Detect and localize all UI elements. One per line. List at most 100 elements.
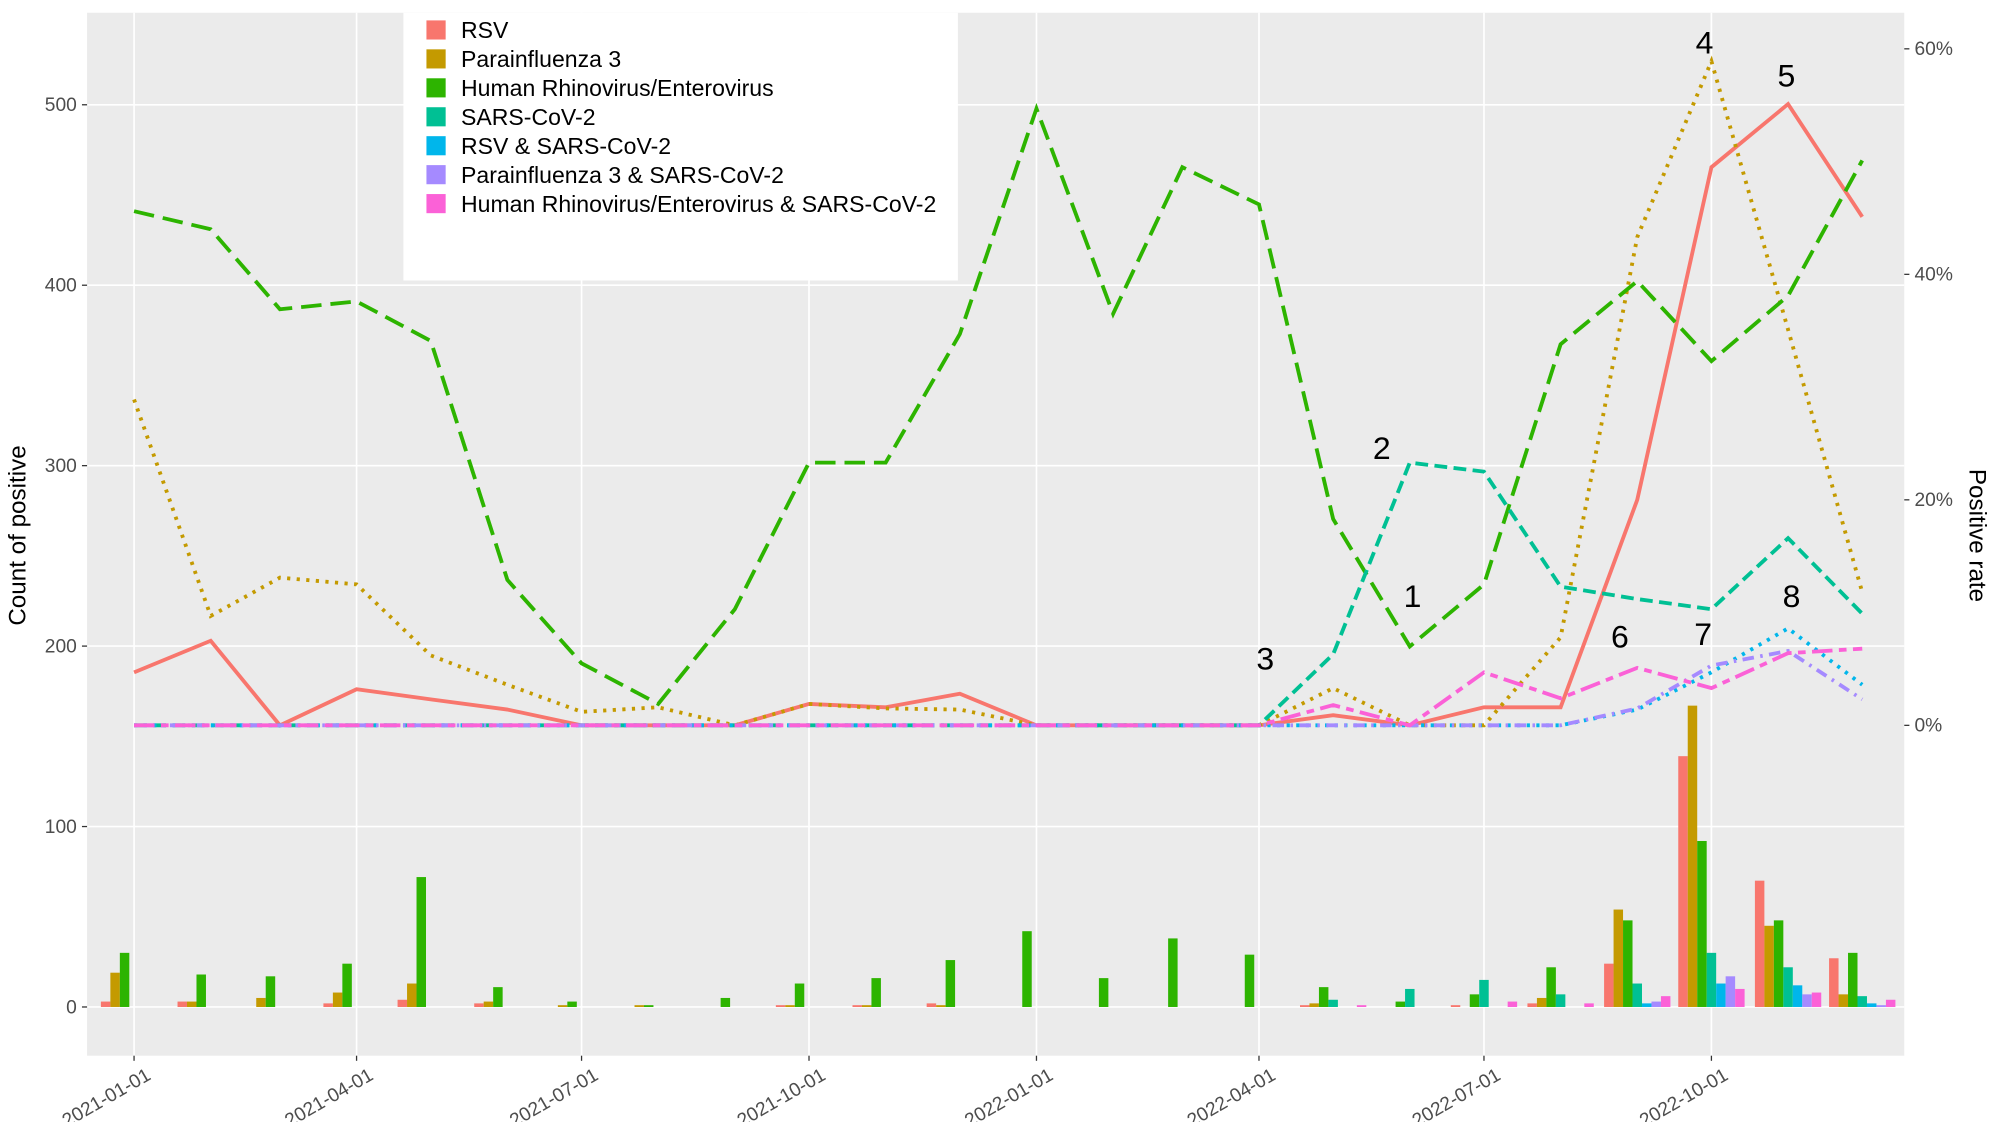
bar: [342, 963, 352, 1007]
bar: [1469, 994, 1480, 1007]
bar: [265, 976, 276, 1007]
bar: [861, 1005, 872, 1007]
bar: [119, 952, 130, 1007]
x-tick-label: 2021-01-01: [59, 1065, 155, 1122]
legend-label: Human Rhinovirus/Enterovirus & SARS-CoV-…: [461, 191, 936, 217]
x-tick-label: 2021-07-01: [506, 1065, 602, 1122]
bar: [1885, 999, 1896, 1007]
rate-line: [134, 460, 1864, 728]
bar: [720, 997, 731, 1007]
y2-tick-label: 60%: [1915, 39, 1953, 60]
bar: [1764, 925, 1774, 1007]
annotation: 8: [1783, 578, 1801, 614]
bar: [1857, 996, 1867, 1007]
bar: [1716, 983, 1726, 1007]
bar: [1299, 1005, 1310, 1007]
bar: [1802, 994, 1812, 1007]
legend-key: [426, 107, 446, 127]
bar: [936, 1005, 946, 1007]
bar: [1546, 967, 1556, 1007]
bar: [1687, 705, 1698, 1007]
bar: [1792, 985, 1803, 1007]
bar: [1641, 1003, 1652, 1007]
bar: [1829, 958, 1839, 1007]
bar: [1527, 1003, 1537, 1007]
y-tick-label: 0: [66, 997, 77, 1018]
bar: [1678, 756, 1688, 1007]
x-tick-label: 2022-10-01: [1636, 1065, 1732, 1122]
annotation: 7: [1694, 616, 1712, 652]
legend-box: [403, 12, 958, 281]
legend-key: [426, 49, 446, 69]
bar: [100, 1001, 111, 1007]
bar: [1725, 976, 1736, 1007]
bar: [196, 974, 206, 1007]
legend-label: RSV: [461, 17, 509, 43]
bar: [1876, 1005, 1886, 1007]
bar: [332, 992, 343, 1007]
bar: [110, 972, 120, 1007]
bar: [416, 877, 427, 1007]
bar: [1604, 963, 1614, 1007]
bar: [1309, 1003, 1319, 1007]
bar: [1848, 952, 1858, 1007]
y-tick-label: 300: [45, 456, 77, 477]
bar: [177, 1001, 188, 1007]
bar: [1613, 909, 1624, 1007]
annotation: 6: [1611, 619, 1629, 655]
y2-tick-label: 0%: [1915, 716, 1943, 737]
bar: [1318, 987, 1329, 1007]
y-tick-label: 400: [45, 276, 77, 297]
legend-key: [426, 136, 446, 156]
legend-label: RSV & SARS-CoV-2: [461, 133, 671, 159]
x-tick-label: 2022-04-01: [1184, 1065, 1280, 1122]
bar: [1706, 952, 1717, 1007]
bar: [567, 1001, 577, 1007]
bars: [100, 705, 1896, 1007]
bar: [1584, 1003, 1594, 1007]
bar: [1168, 938, 1178, 1007]
bar: [1773, 920, 1784, 1007]
annotations: 1 2 3 4 5 6 7 8: [1256, 25, 1800, 677]
annotation: 4: [1696, 25, 1714, 61]
bar: [1783, 967, 1793, 1007]
x-tick-label: 2021-04-01: [281, 1065, 377, 1122]
x-tick-label: 2022-07-01: [1409, 1065, 1505, 1122]
bar: [1536, 997, 1547, 1007]
bar: [493, 987, 503, 1007]
bar: [1651, 1001, 1661, 1007]
bar: [256, 997, 266, 1007]
grid: [87, 12, 1905, 1056]
bar: [1507, 1001, 1518, 1007]
bar: [926, 1003, 937, 1007]
legend-label: Human Rhinovirus/Enterovirus: [461, 75, 774, 101]
legend-key: [426, 165, 446, 185]
legend-label: Parainfluenza 3: [461, 46, 621, 72]
rate-line: [134, 646, 1863, 728]
bar: [1623, 920, 1633, 1007]
y-tick-label: 500: [45, 95, 77, 116]
bar: [557, 1005, 568, 1007]
bar: [1697, 840, 1707, 1007]
bar: [1098, 978, 1109, 1007]
bar: [323, 1003, 333, 1007]
legend-key: [426, 20, 446, 40]
bar: [1866, 1003, 1877, 1007]
annotation: 1: [1404, 578, 1422, 614]
bar: [474, 1003, 484, 1007]
annotation: 2: [1373, 430, 1391, 466]
legend-key: [426, 78, 446, 98]
y-tick-label: 100: [45, 817, 77, 838]
bar: [1811, 992, 1822, 1007]
annotation: 3: [1256, 640, 1274, 676]
bar: [397, 999, 408, 1007]
x-tick-label: 2022-01-01: [961, 1065, 1057, 1122]
bar: [852, 1005, 862, 1007]
bar: [1632, 983, 1642, 1007]
bar: [643, 1005, 654, 1007]
y-axis-title: Count of positive: [5, 445, 32, 625]
bar: [1479, 979, 1489, 1007]
y2-tick-label: 20%: [1915, 490, 1953, 511]
